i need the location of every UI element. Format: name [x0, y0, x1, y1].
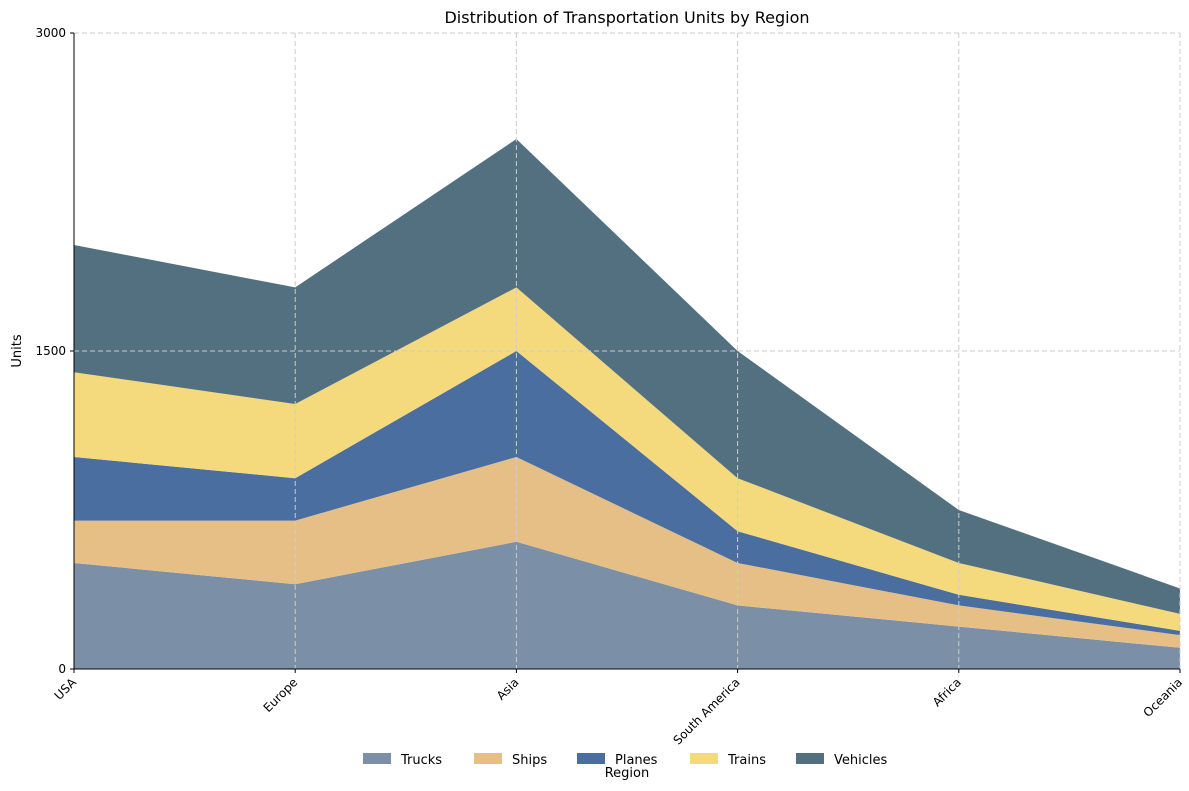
y-tick-label: 1500 — [35, 344, 66, 358]
y-tick-label: 0 — [58, 662, 66, 676]
legend-swatch-vehicles — [796, 753, 824, 764]
area-series-trains — [74, 287, 1180, 631]
legend-swatch-planes — [577, 753, 605, 764]
x-tick-label: Africa — [930, 675, 964, 709]
x-tick-label: Asia — [494, 675, 522, 703]
legend-label-vehicles: Vehicles — [834, 753, 887, 768]
chart-title: Distribution of Transportation Units by … — [444, 8, 809, 27]
x-tick-label: USA — [52, 675, 80, 703]
area-series-ships — [74, 457, 1180, 648]
area-series-vehicles — [74, 139, 1180, 614]
legend-swatch-trucks — [363, 753, 391, 764]
legend: Trucks Ships Planes Trains Vehicles — [363, 753, 887, 768]
x-tick-label: South America — [670, 675, 742, 747]
legend-label-trucks: Trucks — [400, 753, 442, 768]
legend-swatch-ships — [474, 753, 502, 764]
y-axis-title: Units — [10, 334, 25, 367]
legend-label-ships: Ships — [512, 753, 547, 768]
legend-label-trains: Trains — [727, 753, 766, 768]
area-series-trucks — [74, 541, 1180, 669]
area-series-planes — [74, 351, 1180, 636]
x-tick-label: Oceania — [1141, 675, 1186, 720]
x-tick-label: Europe — [261, 675, 301, 715]
y-tick-label: 3000 — [35, 26, 66, 40]
legend-swatch-trains — [690, 753, 718, 764]
area-layers — [74, 139, 1180, 669]
x-axis-title: Region — [605, 766, 650, 781]
legend-label-planes: Planes — [615, 753, 658, 768]
